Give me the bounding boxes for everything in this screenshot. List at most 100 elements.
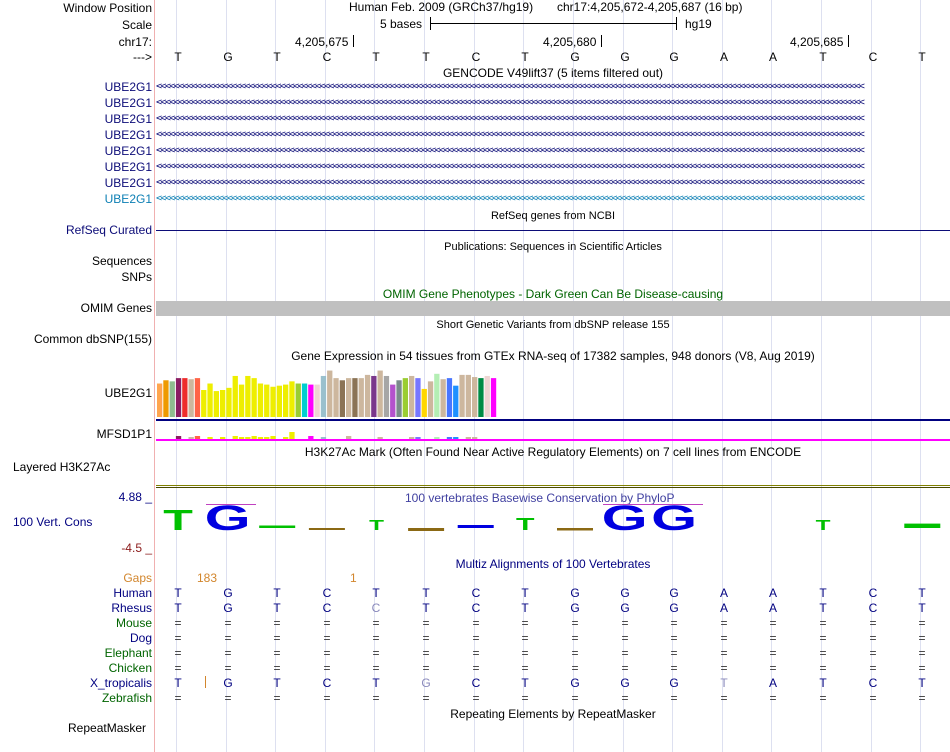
gtex-tissue-bar[interactable] (377, 370, 383, 417)
species-label[interactable]: Chicken (108, 661, 152, 675)
gtex-gene-label-ube2g1[interactable]: UBE2G1 (104, 386, 152, 400)
gtex-tissue-bar-small[interactable] (434, 437, 440, 439)
gtex-tissue-bar[interactable] (264, 384, 270, 417)
gtex-tissue-bar[interactable] (364, 374, 371, 417)
gtex-tissue-bar-small[interactable] (251, 436, 257, 439)
gtex-tissue-bar[interactable] (169, 381, 175, 417)
gtex-tissue-bar[interactable] (232, 375, 238, 417)
gtex-tissue-bar[interactable] (257, 383, 264, 417)
gtex-tissue-bar[interactable] (320, 375, 327, 417)
gencode-item-label[interactable]: UBE2G1 (104, 80, 152, 94)
gtex-gene-label-mfsd1p1[interactable]: MFSD1P1 (96, 427, 152, 441)
publications-title[interactable]: Publications: Sequences in Scientific Ar… (444, 241, 662, 253)
h3k27ac-title[interactable]: H3K27Ac Mark (Often Found Near Active Re… (304, 445, 802, 459)
gencode-transcript-line[interactable]: <<<<<<<<<<<<<<<<<<<<<<<<<<<<<<<<<<<<<<<<… (156, 177, 865, 188)
gtex-tissue-bar-small[interactable] (446, 437, 453, 439)
gtex-tissue-bar[interactable] (421, 388, 427, 417)
gtex-tissue-bar-small[interactable] (453, 437, 459, 439)
gtex-tissue-bar[interactable] (220, 390, 226, 417)
gencode-title[interactable]: GENCODE V49lift37 (5 items filtered out) (442, 66, 664, 80)
gtex-tissue-bar[interactable] (175, 378, 182, 417)
gtex-tissue-bar[interactable] (188, 379, 194, 417)
gtex-tissue-bar[interactable] (478, 378, 484, 417)
gtex-tissue-bar[interactable] (490, 378, 497, 417)
gtex-tissue-bar-small[interactable] (346, 436, 352, 439)
gencode-transcript-line[interactable]: <<<<<<<<<<<<<<<<<<<<<<<<<<<<<<<<<<<<<<<<… (156, 161, 865, 172)
gtex-tissue-bar[interactable] (308, 384, 314, 417)
gtex-tissue-bar[interactable] (182, 378, 188, 417)
refseq-title[interactable]: RefSeq genes from NCBI (490, 210, 616, 222)
gencode-item-label[interactable]: UBE2G1 (104, 128, 152, 142)
gtex-tissue-bar[interactable] (427, 381, 434, 417)
gtex-tissue-bar[interactable] (339, 380, 345, 417)
gencode-transcript-line[interactable]: <<<<<<<<<<<<<<<<<<<<<<<<<<<<<<<<<<<<<<<<… (156, 193, 865, 204)
gtex-tissue-bar[interactable] (409, 375, 415, 417)
gtex-tissue-bar[interactable] (396, 380, 402, 417)
gtex-tissue-bar-small[interactable] (308, 436, 314, 439)
gtex-tissue-bar[interactable] (371, 375, 377, 417)
gtex-tissue-bar-small[interactable] (245, 437, 251, 439)
gtex-tissue-bar[interactable] (390, 384, 396, 417)
species-label[interactable]: Zebrafish (101, 691, 152, 705)
gtex-tissue-bar[interactable] (238, 384, 245, 417)
gtex-tissue-bar-small[interactable] (377, 437, 383, 439)
gtex-tissue-bar-small[interactable] (270, 436, 276, 439)
gtex-tissue-bar[interactable] (251, 378, 257, 417)
gtex-tissue-bar[interactable] (484, 375, 490, 417)
gencode-item-label[interactable]: UBE2G1 (104, 96, 152, 110)
repeatmasker-title[interactable]: Repeating Elements by RepeatMasker (450, 707, 656, 721)
gtex-tissue-bar-small[interactable] (320, 437, 327, 439)
gtex-tissue-bar[interactable] (207, 383, 213, 417)
gtex-tissue-bar[interactable] (283, 384, 289, 417)
gtex-title[interactable]: Gene Expression in 54 tissues from GTEx … (291, 349, 815, 363)
gtex-tissue-bar[interactable] (453, 385, 459, 417)
gtex-tissue-bar[interactable] (440, 379, 446, 417)
gtex-tissue-bar[interactable] (446, 378, 453, 417)
sequences-label[interactable]: Sequences (91, 254, 152, 268)
gtex-tissue-bar[interactable] (276, 385, 282, 417)
gtex-tissue-bar[interactable] (314, 384, 320, 417)
gtex-tissue-bar[interactable] (434, 373, 440, 417)
omim-bar[interactable] (156, 301, 950, 316)
gtex-tissue-bar[interactable] (270, 386, 276, 417)
gencode-transcript-line[interactable]: <<<<<<<<<<<<<<<<<<<<<<<<<<<<<<<<<<<<<<<<… (156, 129, 865, 140)
gtex-tissue-bar-small[interactable] (175, 436, 182, 439)
cons-title[interactable]: 100 vertebrates Basewise Conservation by… (405, 491, 675, 505)
gtex-tissue-bar-small[interactable] (289, 432, 295, 439)
h3k27ac-label[interactable]: Layered H3K27Ac (13, 460, 111, 474)
gtex-tissue-bar[interactable] (213, 391, 219, 417)
gtex-tissue-bar-small[interactable] (415, 437, 421, 439)
gencode-item-label[interactable]: UBE2G1 (104, 176, 152, 190)
refseq-line[interactable] (156, 230, 950, 231)
dbsnp-label[interactable]: Common dbSNP(155) (33, 332, 152, 346)
species-label[interactable]: Mouse (115, 616, 152, 630)
species-label[interactable]: X_tropicalis (89, 676, 152, 690)
gencode-item-label[interactable]: UBE2G1 (104, 112, 152, 126)
gtex-tissue-bar[interactable] (352, 378, 358, 417)
multiz-title[interactable]: Multiz Alignments of 100 Vertebrates (455, 557, 651, 571)
species-label[interactable]: Human (113, 586, 152, 600)
gtex-tissue-bar-small[interactable] (220, 437, 226, 439)
gencode-item-label[interactable]: UBE2G1 (104, 144, 152, 158)
omim-title[interactable]: OMIM Gene Phenotypes - Dark Green Can Be… (382, 287, 724, 301)
cons-label[interactable]: 100 Vert. Cons (13, 515, 93, 529)
species-label[interactable]: Dog (129, 631, 152, 645)
gencode-transcript-line[interactable]: <<<<<<<<<<<<<<<<<<<<<<<<<<<<<<<<<<<<<<<<… (156, 145, 865, 156)
gtex-tissue-bar-small[interactable] (188, 437, 194, 439)
gtex-tissue-bar[interactable] (383, 375, 390, 417)
gtex-tissue-bar-small[interactable] (257, 437, 264, 439)
repeatmasker-label[interactable]: RepeatMasker (68, 721, 147, 735)
gtex-tissue-bar[interactable] (346, 378, 352, 417)
gtex-tissue-bar[interactable] (289, 381, 295, 417)
gencode-transcript-line[interactable]: <<<<<<<<<<<<<<<<<<<<<<<<<<<<<<<<<<<<<<<<… (156, 113, 865, 124)
gtex-tissue-bar[interactable] (301, 383, 308, 417)
dbsnp-title[interactable]: Short Genetic Variants from dbSNP releas… (436, 319, 670, 331)
gtex-chart[interactable] (156, 363, 950, 443)
snps-label[interactable]: SNPs (121, 270, 152, 284)
gtex-tissue-bar[interactable] (226, 387, 232, 417)
gtex-tissue-bar[interactable] (157, 383, 163, 417)
gtex-tissue-bar[interactable] (402, 378, 408, 417)
gencode-transcript-line[interactable]: <<<<<<<<<<<<<<<<<<<<<<<<<<<<<<<<<<<<<<<<… (156, 81, 865, 92)
gtex-tissue-bar[interactable] (295, 383, 301, 417)
